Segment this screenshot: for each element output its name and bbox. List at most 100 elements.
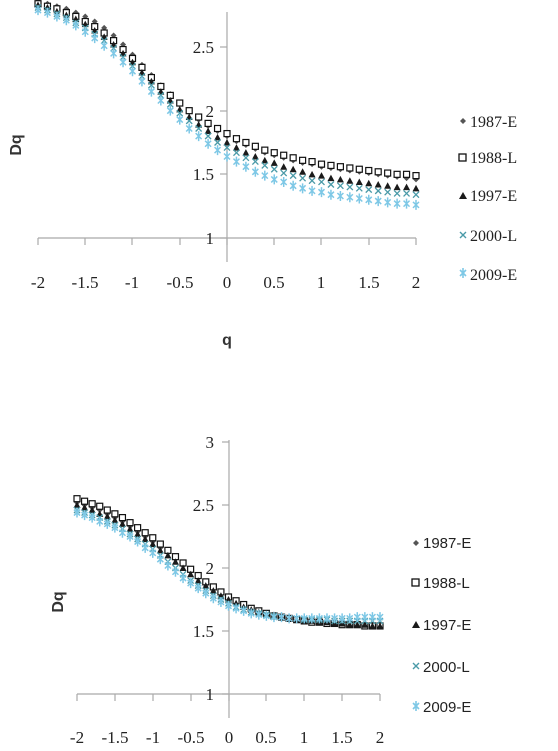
data-point-1997-E (308, 170, 316, 178)
data-point-2009-E (217, 597, 225, 608)
data-point-2009-E (166, 105, 174, 116)
data-point-2000-L (110, 44, 118, 52)
data-point-2009-E (240, 605, 248, 616)
bottom-x-tick-label: 0 (225, 728, 234, 747)
data-point-1997-E (403, 183, 411, 191)
data-point-1997-E (179, 564, 187, 571)
data-point-1997-E (126, 525, 134, 532)
data-point-1997-E (355, 178, 363, 185)
data-point-1988-L (80, 497, 89, 505)
data-point-2009-E (81, 26, 89, 37)
data-point-2009-E (72, 20, 80, 31)
data-point-1997-E (171, 558, 179, 565)
bottom-legend-label: 1997-E (423, 617, 471, 634)
data-point-2000-L (232, 149, 240, 157)
data-point-2009-E (43, 7, 51, 18)
data-point-2000-L (289, 172, 297, 180)
data-point-2009-E (88, 512, 96, 523)
data-point-2009-E (393, 198, 401, 209)
bottom-y-tick-label: 3 (206, 433, 215, 452)
chart-bottom: 1 1.5 2 2.5 3 -2 -1.5 -1 -0.5 0 0.5 1 1.… (50, 433, 471, 747)
data-point-1988-L (412, 172, 420, 180)
data-point-2009-E (214, 145, 222, 156)
top-y-tick-label: 2.5 (193, 38, 214, 57)
data-point-2000-L (308, 177, 316, 185)
top-x-tick-label: -1 (125, 273, 139, 292)
data-point-1997-E (346, 621, 354, 628)
data-point-1997-E (251, 153, 259, 160)
top-legend-label: 2000-L (470, 228, 517, 245)
data-point-1997-E (134, 530, 142, 537)
legend-marker-diamond (413, 540, 419, 546)
data-point-2009-E (293, 613, 301, 624)
top-y-axis-title: Dq (8, 134, 25, 155)
data-point-2009-E (179, 573, 187, 584)
data-point-2000-L (318, 178, 325, 186)
data-point-2009-E (126, 531, 134, 542)
data-point-1997-E (336, 175, 344, 183)
data-point-1997-E (214, 133, 222, 141)
data-point-2009-E (147, 86, 155, 97)
data-point-2009-E (134, 536, 142, 547)
data-point-1997-E (289, 165, 297, 173)
data-point-2009-E (368, 612, 376, 623)
data-point-2000-L (384, 188, 392, 196)
data-point-1997-E (164, 551, 172, 559)
top-legend-label: 2009-E (470, 267, 517, 284)
bottom-legend-label: 1987-E (423, 535, 471, 552)
top-legend-item: 1997-E (459, 188, 517, 205)
data-point-1988-L (156, 540, 164, 548)
bottom-legend-item: 1987-E (413, 535, 471, 552)
top-legend-item: 1987-E (460, 114, 517, 131)
data-point-2009-E (323, 613, 331, 624)
data-point-2009-E (247, 608, 255, 619)
data-point-1988-L (251, 142, 259, 150)
data-point-2009-E (346, 613, 354, 624)
data-point-2000-L (393, 189, 401, 197)
data-point-1988-L (111, 510, 119, 518)
data-point-1997-E (261, 156, 269, 164)
data-point-1988-L (149, 534, 157, 542)
data-point-1988-L (223, 129, 231, 138)
top-legend-label: 1987-E (470, 114, 517, 131)
data-point-1988-L (355, 165, 363, 173)
data-point-1997-E (376, 622, 384, 629)
data-point-2009-E (119, 57, 127, 68)
data-point-1988-L (232, 135, 241, 143)
data-point-2009-E (242, 161, 250, 172)
data-point-2009-E (111, 522, 119, 533)
data-point-2009-E (361, 612, 369, 623)
data-point-2000-L (374, 187, 382, 195)
data-point-1997-E (327, 174, 335, 182)
data-point-1997-E (111, 516, 119, 524)
data-point-1988-L (204, 119, 212, 128)
top-x-tick-label: 2 (412, 273, 421, 292)
data-point-2009-E (412, 199, 420, 210)
top-x-tick-label: 0 (223, 273, 232, 292)
bottom-x-tick-label: -0.5 (178, 728, 205, 747)
data-point-2009-E (317, 187, 326, 198)
data-point-2009-E (336, 190, 344, 201)
data-point-1988-L (393, 170, 401, 178)
data-point-2009-E (91, 33, 99, 44)
data-point-1988-L (242, 138, 250, 147)
top-x-tick-label: -0.5 (167, 273, 194, 292)
data-point-1988-L (88, 500, 96, 508)
data-point-1997-E (232, 144, 240, 151)
legend-marker-triangle (459, 192, 467, 199)
top-data-points (34, 0, 420, 210)
top-x-tick-label: 0.5 (263, 273, 284, 292)
bottom-x-tick-label: 1.5 (331, 728, 352, 747)
legend-marker-cross (412, 662, 420, 670)
data-point-2009-E (338, 613, 346, 624)
data-point-1988-L (308, 158, 316, 166)
data-point-1988-L (317, 160, 326, 168)
data-point-1997-E (223, 139, 231, 146)
data-point-2000-L (261, 161, 269, 169)
data-point-1988-L (176, 99, 184, 107)
data-point-1988-L (374, 168, 382, 176)
chart-top: 1 1.5 2 2.5 -2 -1.5 -1 -0.5 0 0.5 1 1.5 … (8, 0, 517, 349)
data-point-2009-E (110, 48, 118, 59)
data-point-2000-L (346, 183, 354, 191)
data-point-1988-L (289, 154, 297, 162)
